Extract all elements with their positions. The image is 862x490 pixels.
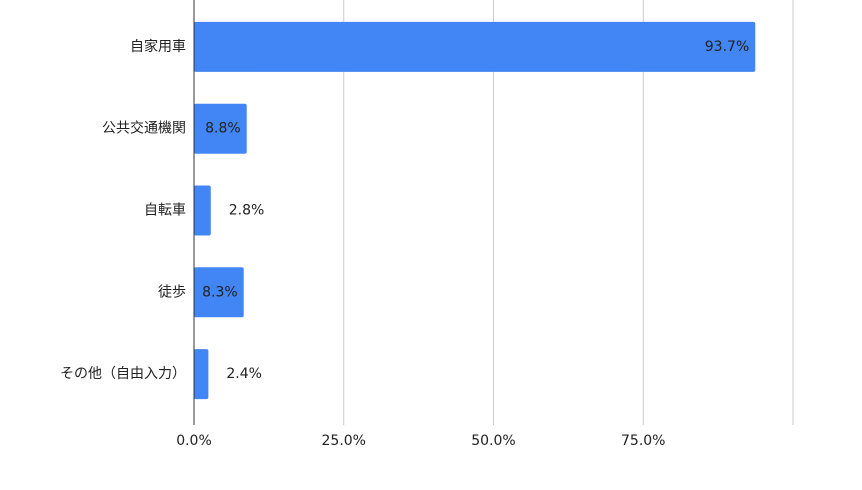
- bar: [194, 103, 247, 154]
- value-label: 2.4%: [226, 366, 262, 382]
- bar: [194, 185, 211, 236]
- category-label: 自転車: [144, 202, 186, 219]
- category-label: 自家用車: [130, 38, 186, 55]
- bar: [194, 21, 756, 72]
- value-label: 93.7%: [705, 39, 749, 55]
- value-label: 8.3%: [202, 284, 238, 300]
- bar: [194, 349, 209, 400]
- category-label: 徒歩: [158, 284, 186, 300]
- x-tick-label: 50.0%: [471, 433, 515, 449]
- value-label: 2.8%: [229, 203, 265, 219]
- category-label: その他（自由入力）: [60, 366, 186, 382]
- value-label: 8.8%: [205, 121, 241, 137]
- x-tick-label: 25.0%: [322, 433, 366, 449]
- bar: [194, 267, 244, 318]
- x-tick-label: 75.0%: [621, 433, 665, 449]
- x-tick-label: 0.0%: [176, 433, 212, 449]
- category-label: 公共交通機関: [102, 120, 186, 137]
